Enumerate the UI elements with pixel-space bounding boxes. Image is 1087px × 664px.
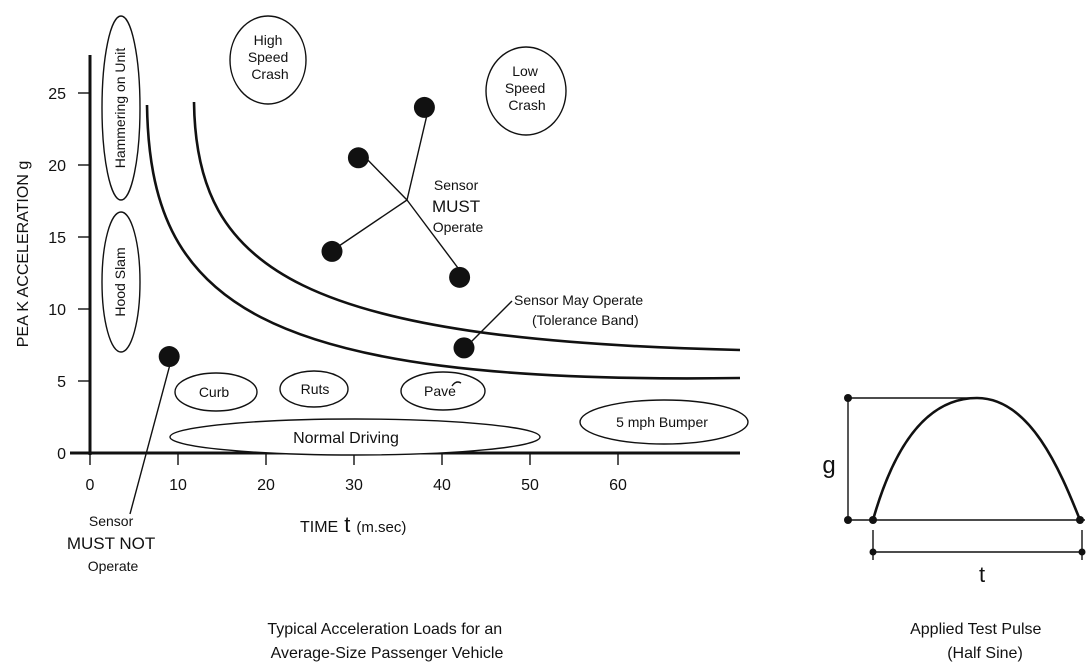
data-point — [321, 240, 343, 262]
data-point — [453, 337, 475, 359]
hood-slam-label: Hood Slam — [112, 247, 128, 316]
y-ticks: 0 5 10 15 20 25 — [48, 86, 90, 463]
pulse-caption: Applied Test Pulse (Half Sine) — [910, 621, 1046, 662]
x-axis-label: TIME t (m.sec) — [300, 512, 406, 537]
low-speed-crash-label: Low Speed Crash — [505, 63, 549, 113]
data-point — [449, 266, 471, 288]
pulse-t-right-dot — [1078, 548, 1086, 556]
leader-line — [335, 199, 408, 249]
x-tick-label: 30 — [345, 477, 363, 494]
pave-mark — [451, 381, 462, 387]
x-tick-label: 60 — [609, 477, 627, 494]
pulse-t-left-dot — [869, 548, 877, 556]
x-tick-label: 20 — [257, 477, 275, 494]
half-sine-curve — [871, 396, 1082, 521]
leader-line — [406, 199, 465, 277]
x-tick-label: 40 — [433, 477, 451, 494]
normal-driving-label: Normal Driving — [293, 430, 399, 447]
must-not-operate-label: Sensor MUST NOT Operate — [67, 513, 159, 574]
bumper-label: 5 mph Bumper — [616, 414, 708, 430]
pulse-t-label: t — [979, 562, 985, 587]
pulse-g-top-dot — [844, 394, 852, 402]
normal-driving-region — [169, 418, 541, 456]
y-tick-label: 5 — [57, 374, 66, 391]
x-tick-label: 50 — [521, 477, 539, 494]
upper-threshold-curve — [192, 101, 741, 352]
pave-region — [400, 371, 486, 411]
curb-region — [174, 372, 258, 412]
curb-label: Curb — [199, 384, 230, 400]
may-operate-label: Sensor May Operate (Tolerance Band) — [514, 292, 647, 328]
data-points — [158, 96, 475, 368]
y-axis-label: PEA K ACCELERATION g — [15, 161, 32, 347]
pulse-end-dot — [1076, 516, 1084, 524]
y-tick-label: 25 — [48, 86, 66, 103]
x-tick-label: 10 — [169, 477, 187, 494]
leader-line — [129, 356, 173, 515]
pulse-start-dot — [869, 516, 877, 524]
hood-slam-region — [101, 211, 141, 353]
pave-label: Pave — [424, 383, 456, 399]
y-tick-label: 10 — [48, 302, 66, 319]
hammering-region — [101, 15, 141, 201]
data-point — [158, 346, 180, 368]
high-speed-crash-region — [229, 15, 307, 105]
x-ticks: 0 10 20 30 40 50 60 — [86, 453, 627, 494]
leader-line — [466, 300, 513, 347]
high-speed-crash-label: High Speed Crash — [248, 32, 292, 82]
chart-caption: Typical Acceleration Loads for an Averag… — [267, 621, 506, 662]
leader-line — [406, 101, 431, 201]
low-speed-crash-region — [485, 46, 567, 136]
data-point — [347, 147, 369, 169]
lower-threshold-curve — [145, 104, 741, 380]
bumper-region — [579, 399, 749, 445]
ruts-label: Ruts — [301, 381, 330, 397]
test-pulse-diagram: g t Applied Test Pulse (Half Sine) — [822, 394, 1086, 662]
y-tick-label: 20 — [48, 158, 66, 175]
data-point — [413, 96, 435, 118]
pulse-g-label: g — [822, 452, 835, 479]
y-tick-label: 15 — [48, 230, 66, 247]
hammering-label: Hammering on Unit — [112, 48, 128, 169]
leader-line — [360, 152, 408, 201]
y-tick-label: 0 — [57, 446, 66, 463]
must-operate-label: Sensor MUST Operate — [432, 177, 484, 235]
x-tick-label: 0 — [86, 477, 95, 494]
ruts-region — [279, 370, 349, 408]
